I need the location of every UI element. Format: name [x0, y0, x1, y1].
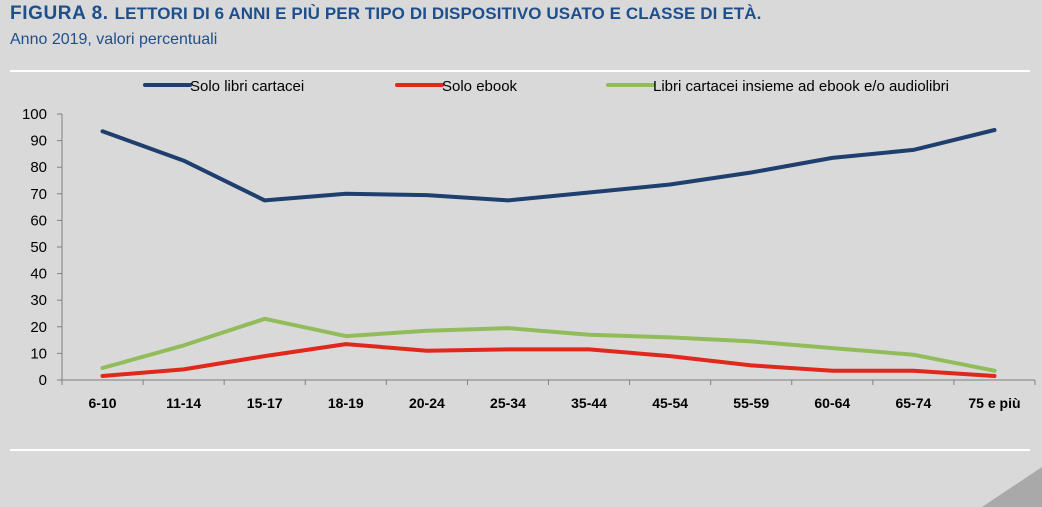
- series-line-3: [100, 316, 997, 373]
- y-tick-label: 70: [30, 186, 47, 203]
- x-tick-label: 6-10: [89, 395, 117, 411]
- page-corner-decoration: [982, 467, 1042, 507]
- x-tick-label: 11-14: [166, 395, 201, 411]
- top-divider: [10, 70, 1030, 72]
- series-line-1: [100, 128, 997, 203]
- bottom-divider: [10, 449, 1030, 451]
- chart-axes: 0 10 20 30 40 50 60 70 80 90 100 6-10 11-14 15-17 18-1…: [22, 106, 1036, 411]
- chart-series: [100, 128, 997, 378]
- y-tick-label: 50: [30, 239, 47, 256]
- chart-legend: Solo libri cartacei Solo ebook Libri carta…: [143, 78, 949, 95]
- series-line-2: [100, 342, 997, 378]
- figure-subtitle: Anno 2019, valori percentuali: [10, 31, 218, 48]
- x-tick-label: 15-17: [247, 395, 283, 411]
- figure-title: FIGURA 8. LETTORI DI 6 ANNI E PIÙ PER TIP…: [10, 3, 761, 25]
- x-tick-label: 20-24: [409, 395, 445, 411]
- x-tick-label: 35-44: [571, 395, 607, 411]
- y-tick-label: 20: [30, 319, 47, 336]
- x-tick-label: 65-74: [895, 395, 931, 411]
- x-tick-label: 60-64: [814, 395, 850, 411]
- legend-label-2: Solo ebook: [442, 78, 518, 95]
- y-tick-label: 60: [30, 212, 47, 229]
- y-tick-label: 40: [30, 266, 47, 283]
- figure-title-text: LETTORI DI 6 ANNI E PIÙ PER TIPO DI DISP…: [114, 4, 762, 23]
- y-tick-label: 80: [30, 159, 47, 176]
- legend-label-1: Solo libri cartacei: [190, 78, 304, 95]
- x-tick-label: 25-34: [490, 395, 526, 411]
- figure-label: FIGURA 8.: [10, 3, 109, 24]
- x-tick-label: 18-19: [328, 395, 364, 411]
- y-tick-label: 100: [22, 106, 47, 123]
- y-tick-label: 30: [30, 292, 47, 309]
- x-tick-label: 55-59: [733, 395, 769, 411]
- y-tick-label: 10: [30, 345, 47, 362]
- x-tick-label: 45-54: [652, 395, 688, 411]
- y-tick-label: 0: [39, 372, 47, 389]
- x-tick-label: 75 e più: [968, 395, 1020, 411]
- y-tick-label: 90: [30, 133, 47, 150]
- legend-label-3: Libri cartacei insieme ad ebook e/o audi…: [653, 78, 949, 95]
